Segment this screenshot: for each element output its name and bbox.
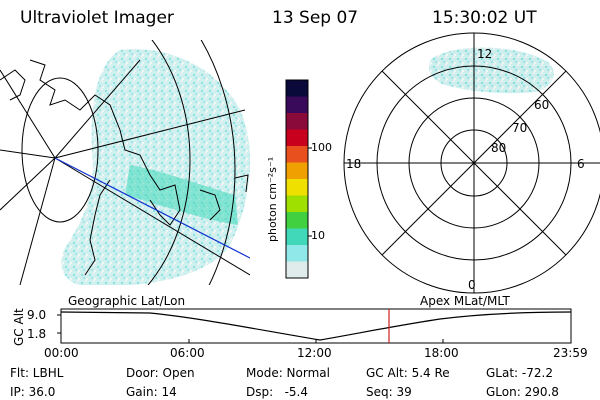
colorbar-swatch xyxy=(286,245,308,262)
mlat-label-60: 60 xyxy=(534,98,550,112)
satellite-track xyxy=(54,157,250,259)
status-seq: Seq: 39 xyxy=(366,385,412,399)
x-tick-0000: 00:00 xyxy=(44,346,79,360)
status-glat: GLat: -72.2 xyxy=(486,366,553,380)
colorbar-swatch xyxy=(286,146,308,163)
polar-plot xyxy=(343,32,600,294)
coastlines xyxy=(0,59,249,276)
altitude-timeline xyxy=(57,308,572,344)
colorbar-swatch xyxy=(286,113,308,130)
colorbar-swatch xyxy=(286,179,308,196)
colorbar-swatch xyxy=(286,261,308,279)
mlat-label-70: 70 xyxy=(512,121,528,135)
x-tick-0600: 06:00 xyxy=(170,346,205,360)
status-dsp: Dsp: -5.4 xyxy=(246,385,309,399)
colorbar-swatch xyxy=(286,228,308,246)
y-tick-high: 9.0 xyxy=(27,308,47,322)
colorbar-tick-10: 10 xyxy=(311,229,325,242)
status-glon: GLon: 290.8 xyxy=(486,385,559,399)
status-mode: Mode: Normal xyxy=(246,366,330,380)
colorbar xyxy=(285,79,312,279)
colorbar-swatch xyxy=(286,212,308,229)
uv-emission-region xyxy=(61,49,250,285)
status-door: Door: Open xyxy=(126,366,195,380)
lat-lon-grid xyxy=(0,40,250,285)
apex-label: Apex MLat/MLT xyxy=(420,294,510,308)
gc-alt-axis-title: GC Alt xyxy=(12,308,26,346)
mlt-label-18: 18 xyxy=(346,157,362,171)
status-filter: Flt: LBHL xyxy=(10,366,64,380)
colorbar-swatch xyxy=(286,80,308,97)
status-ip: IP: 36.0 xyxy=(10,385,56,399)
status-gain: Gain: 14 xyxy=(126,385,177,399)
y-tick-low: 1.8 xyxy=(27,327,47,341)
polar-uv-emission xyxy=(428,47,554,94)
geographic-image-panel xyxy=(0,40,250,285)
gc-altitude-curve xyxy=(60,311,572,341)
x-tick-1200: 12:00 xyxy=(297,346,332,360)
image-time: 15:30:02 UT xyxy=(432,8,537,28)
geographic-label: Geographic Lat/Lon xyxy=(68,294,186,308)
colorbar-swatch xyxy=(286,195,308,213)
colorbar-frame xyxy=(285,79,309,279)
colorbar-swatch xyxy=(286,96,308,114)
colorbar-swatch xyxy=(286,129,308,147)
x-tick-2359: 23:59 xyxy=(553,346,588,360)
image-date: 13 Sep 07 xyxy=(272,8,359,28)
mlt-label-0: 0 xyxy=(468,278,476,292)
colorbar-label: photon cm⁻²s⁻¹ xyxy=(266,156,279,242)
mlt-label-12: 12 xyxy=(477,47,493,61)
x-tick-1800: 18:00 xyxy=(424,346,459,360)
status-gc-alt: GC Alt: 5.4 Re xyxy=(366,366,450,380)
mlat-label-80: 80 xyxy=(491,141,507,155)
instrument-title: Ultraviolet Imager xyxy=(20,8,174,28)
colorbar-tick-100: 100 xyxy=(311,141,332,154)
mlt-label-6: 6 xyxy=(577,157,585,171)
colorbar-swatch xyxy=(286,162,308,180)
